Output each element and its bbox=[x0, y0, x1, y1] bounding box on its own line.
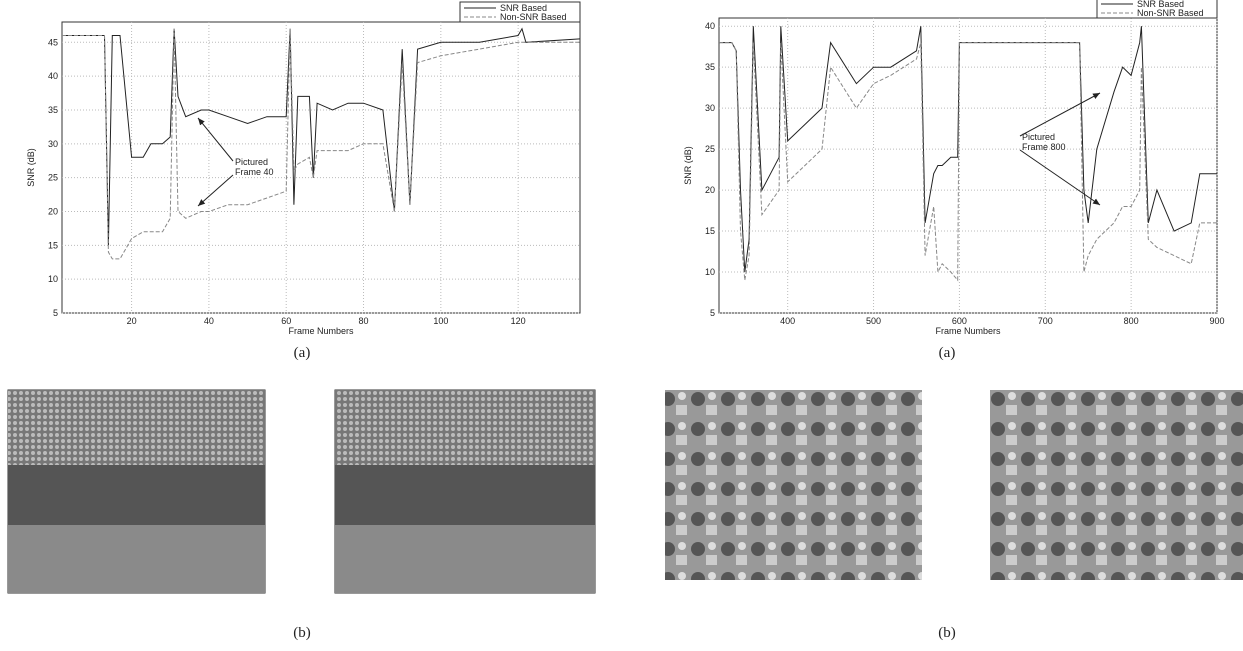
x-tick-label: 500 bbox=[866, 316, 881, 326]
x-tick-label: 600 bbox=[952, 316, 967, 326]
series-line bbox=[719, 43, 1217, 281]
y-axis-label: SNR (dB) bbox=[26, 148, 36, 187]
y-tick-label: 40 bbox=[705, 21, 715, 31]
annotation-arrow bbox=[1020, 93, 1100, 136]
plot-area bbox=[62, 22, 580, 313]
y-tick-label: 20 bbox=[705, 185, 715, 195]
legend-label: Non-SNR Based bbox=[1137, 8, 1204, 18]
y-tick-label: 35 bbox=[48, 105, 58, 115]
y-tick-label: 10 bbox=[705, 267, 715, 277]
y-tick-label: 20 bbox=[48, 206, 58, 216]
y-tick-label: 35 bbox=[705, 62, 715, 72]
annotation: Pictured bbox=[235, 157, 268, 167]
x-tick-label: 100 bbox=[433, 316, 448, 326]
annotation: Frame 40 bbox=[235, 167, 274, 177]
y-tick-label: 25 bbox=[705, 144, 715, 154]
y-tick-label: 45 bbox=[48, 37, 58, 47]
y-tick-label: 10 bbox=[48, 274, 58, 284]
y-tick-label: 5 bbox=[710, 308, 715, 318]
y-tick-label: 15 bbox=[48, 240, 58, 250]
annotation: Frame 800 bbox=[1022, 142, 1066, 152]
x-tick-label: 80 bbox=[359, 316, 369, 326]
caption: (a) bbox=[939, 345, 956, 361]
y-tick-label: 25 bbox=[48, 173, 58, 183]
figure: 5 10 15 20 25 30 35 40 45 20 40 60 80 100 120 Frame Num… bbox=[0, 0, 1243, 646]
annotation: Pictured bbox=[1022, 132, 1055, 142]
x-tick-label: 900 bbox=[1209, 316, 1224, 326]
caption: (a) bbox=[294, 345, 311, 361]
y-tick-label: 30 bbox=[705, 103, 715, 113]
annotation-arrow bbox=[198, 118, 233, 161]
series-line bbox=[62, 29, 580, 246]
y-axis-label: SNR (dB) bbox=[683, 146, 693, 185]
photos bbox=[8, 390, 1243, 593]
x-tick-label: 400 bbox=[780, 316, 795, 326]
caption: (b) bbox=[293, 625, 311, 641]
x-tick-label: 60 bbox=[281, 316, 291, 326]
annotation-arrow bbox=[1020, 150, 1100, 205]
y-tick-label: 15 bbox=[705, 226, 715, 236]
legend-label: Non-SNR Based bbox=[500, 12, 567, 22]
y-tick-label: 5 bbox=[53, 308, 58, 318]
x-axis-label: Frame Numbers bbox=[935, 326, 1001, 336]
y-tick-label: 40 bbox=[48, 71, 58, 81]
x-axis-label: Frame Numbers bbox=[288, 326, 354, 336]
caption: (b) bbox=[938, 625, 956, 641]
x-tick-label: 40 bbox=[204, 316, 214, 326]
y-tick-label: 30 bbox=[48, 139, 58, 149]
x-tick-label: 700 bbox=[1038, 316, 1053, 326]
x-tick-label: 120 bbox=[511, 316, 526, 326]
x-tick-label: 20 bbox=[127, 316, 137, 326]
x-tick-label: 800 bbox=[1124, 316, 1139, 326]
annotation-arrow bbox=[198, 175, 233, 206]
